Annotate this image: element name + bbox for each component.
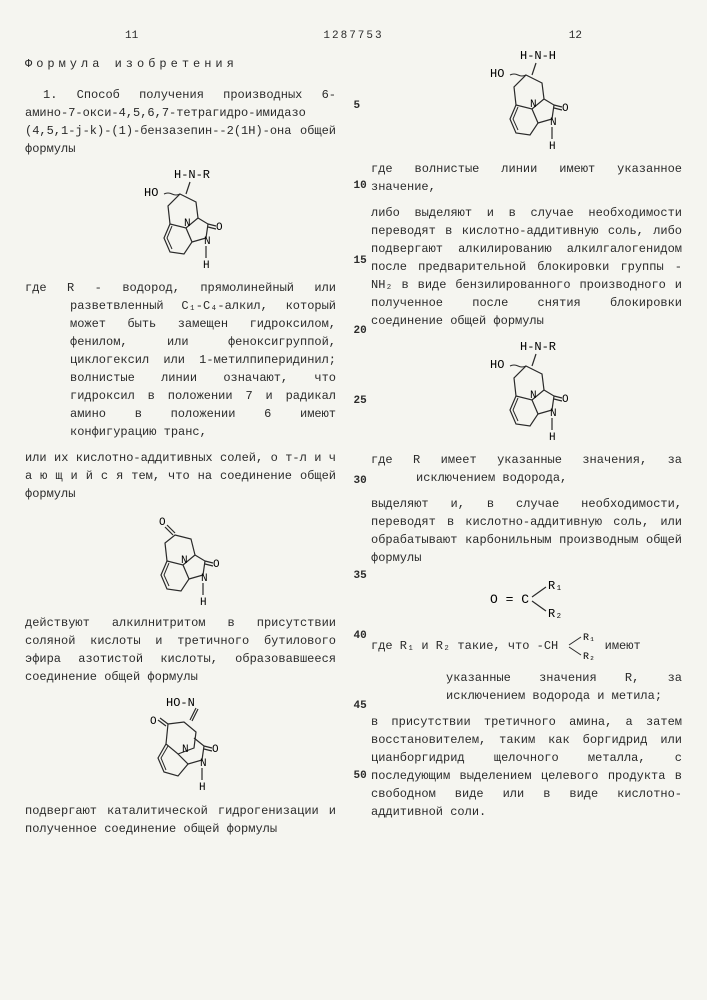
svg-text:N: N [184, 218, 191, 230]
carbonyl-formula: O = C R₁ R₂ [371, 575, 682, 623]
svg-text:R₁: R₁ [548, 579, 562, 593]
svg-text:N: N [201, 573, 208, 585]
line-number: 10 [354, 180, 367, 192]
para-claim-1: 1. Способ получения производных 6-амино-… [25, 86, 336, 158]
formula-heading: Формула изобретения [25, 57, 336, 71]
para-r1r2: где R₁ и R₂ такие, что -CH R₁ R₂ имеют [371, 631, 682, 661]
svg-text:N: N [530, 99, 537, 111]
line-number: 25 [354, 395, 367, 407]
col-num-left: 11 [25, 30, 138, 42]
line-number: 5 [354, 100, 361, 112]
svg-text:H-N-R: H-N-R [520, 340, 556, 354]
line-number: 15 [354, 255, 367, 267]
struct3-label: HO-N [166, 696, 195, 710]
line-number: 45 [354, 700, 367, 712]
svg-text:H: H [200, 597, 207, 606]
svg-text:H: H [199, 782, 206, 794]
left-column: Формула изобретения 1. Способ получения … [25, 57, 336, 846]
chemical-structure-1: H-N-R HO N O N H [25, 166, 336, 271]
svg-text:H: H [549, 141, 556, 152]
svg-text:N: N [550, 117, 557, 129]
svg-text:H-N-H: H-N-H [520, 49, 556, 63]
line-number: 20 [354, 325, 367, 337]
svg-text:H: H [549, 432, 556, 443]
svg-text:O: O [216, 222, 223, 234]
chemical-structure-5: H-N-R HO N O N H [371, 338, 682, 443]
svg-text:O: O [213, 559, 220, 571]
chemical-structure-2: O N O N H [25, 511, 336, 606]
para-r1r2-values: указанные значения R, за исключением вод… [371, 669, 682, 705]
para-isolate: либо выделяют и в случае необходимости п… [371, 204, 682, 330]
right-column: H-N-H HO N O N H где волнистые линии име… [371, 57, 682, 846]
svg-text:N: N [181, 555, 188, 567]
para-hydrogenation: подвергают каталитической гидрогенизации… [25, 802, 336, 838]
para-alkylnitrite: действуют алкилнитритом в присутствии со… [25, 614, 336, 686]
svg-text:N: N [550, 408, 557, 420]
para-where-r2: где R имеет указанные значения, за исклю… [371, 451, 682, 487]
col-num-right: 12 [569, 30, 682, 42]
para-tertiary-amine: в присутствии третичного амина, а затем … [371, 713, 682, 821]
para-carbonyl: выделяют и, в случае необходимости, пере… [371, 495, 682, 567]
patent-number: 1287753 [323, 30, 383, 42]
svg-text:R₂: R₂ [583, 652, 595, 661]
svg-text:R₁: R₁ [583, 633, 595, 644]
svg-text:N: N [182, 744, 189, 756]
para-salts: или их кислотно-аддитивных солей, о т-л … [25, 449, 336, 503]
line-number: 50 [354, 770, 367, 782]
struct1-top-label: H-N-R [174, 168, 210, 182]
line-number: 30 [354, 475, 367, 487]
svg-text:O: O [212, 744, 219, 756]
svg-text:N: N [530, 390, 537, 402]
columns-container: Формула изобретения 1. Способ получения … [25, 57, 682, 846]
svg-text:R₂: R₂ [548, 607, 562, 621]
line-number: 40 [354, 630, 367, 642]
svg-text:HO: HO [490, 358, 504, 372]
svg-text:O: O [562, 394, 569, 406]
svg-text:N: N [204, 236, 211, 248]
para-wavy-lines: где волнистые линии имеют указанное знач… [371, 160, 682, 196]
struct1-left-label: HO [144, 186, 158, 200]
svg-text:O: O [150, 716, 157, 728]
svg-text:H: H [203, 260, 210, 271]
chemical-structure-4: H-N-H HO N O N H [371, 47, 682, 152]
page-header: 11 1287753 12 [25, 30, 682, 42]
svg-text:O = C: O = C [490, 592, 529, 607]
para-where-r: где R - водород, прямолинейный или разве… [25, 279, 336, 441]
svg-text:HO: HO [490, 67, 504, 81]
line-number: 35 [354, 570, 367, 582]
svg-text:N: N [200, 758, 207, 770]
chemical-structure-3: HO-N O N O N H [25, 694, 336, 794]
svg-text:O: O [562, 103, 569, 115]
